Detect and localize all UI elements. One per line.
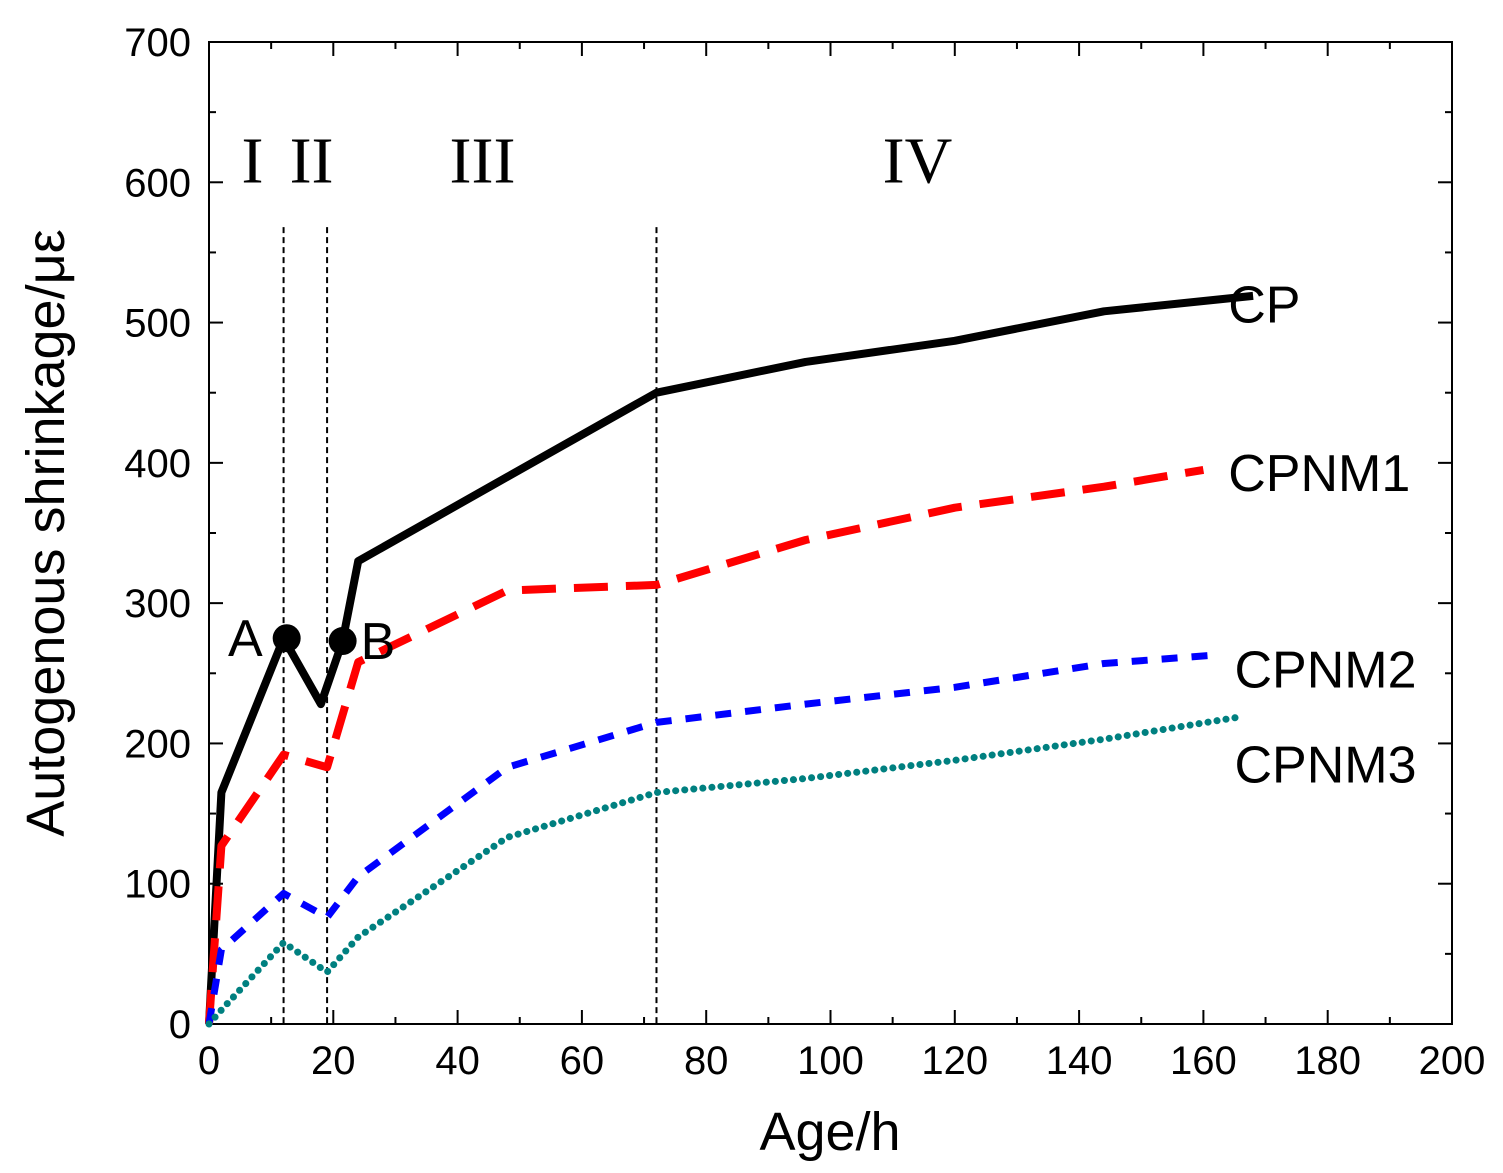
y-tick-label: 300 [124, 582, 191, 626]
axis-ticks [208, 41, 1453, 1025]
series-line-cpnm3 [205, 713, 1245, 1028]
x-tick-label: 40 [435, 1039, 480, 1083]
y-axis-title: Autogenous shrinkage/με [16, 229, 76, 837]
y-tick-label: 100 [124, 863, 191, 907]
axis-tick-labels: 0 20 40 60 80 100 120 140 160 180 200 0 100 200 300 400… [124, 21, 1485, 1083]
x-tick-label: 140 [1046, 1039, 1113, 1083]
x-tick-label: 180 [1294, 1039, 1361, 1083]
y-tick-label: 600 [124, 161, 191, 205]
series-labels: CP CPNM1 CPNM2 CPNM3 [1228, 277, 1416, 795]
stage-labels: I II III IV [242, 124, 953, 197]
x-tick-label: 200 [1419, 1039, 1486, 1083]
x-tick-label: 80 [684, 1039, 729, 1083]
series-lines [205, 291, 1254, 1028]
series-label-cpnm3: CPNM3 [1234, 737, 1416, 795]
series-label-cpnm1: CPNM1 [1228, 445, 1410, 503]
x-tick-label: 120 [921, 1039, 988, 1083]
x-axis-title: Age/h [759, 1102, 900, 1162]
stage-label: I [242, 124, 264, 197]
series-label-cpnm2: CPNM2 [1234, 641, 1416, 699]
series-line-cp [205, 291, 1254, 1025]
point-label-a: A [228, 610, 263, 668]
stage-label: III [449, 124, 515, 197]
series-line-cpnm1 [205, 465, 1205, 1025]
stage-label: IV [883, 124, 953, 197]
stage-label: II [290, 124, 334, 197]
y-tick-label: 200 [124, 722, 191, 766]
y-tick-label: 500 [124, 302, 191, 346]
y-tick-label: 700 [124, 21, 191, 65]
stage-boundaries [282, 227, 658, 1024]
x-tick-label: 100 [797, 1039, 864, 1083]
x-tick-label: 60 [560, 1039, 605, 1083]
point-label-b: B [361, 613, 396, 671]
series-line-cpnm2 [205, 651, 1217, 1025]
y-tick-label: 0 [169, 1003, 191, 1047]
y-tick-label: 400 [124, 442, 191, 486]
x-tick-label: 160 [1170, 1039, 1237, 1083]
point-marker-b [328, 627, 357, 656]
x-tick-label: 20 [311, 1039, 356, 1083]
series-label-cp: CP [1228, 277, 1300, 335]
point-marker-a [272, 624, 301, 653]
x-tick-label: 0 [198, 1039, 220, 1083]
